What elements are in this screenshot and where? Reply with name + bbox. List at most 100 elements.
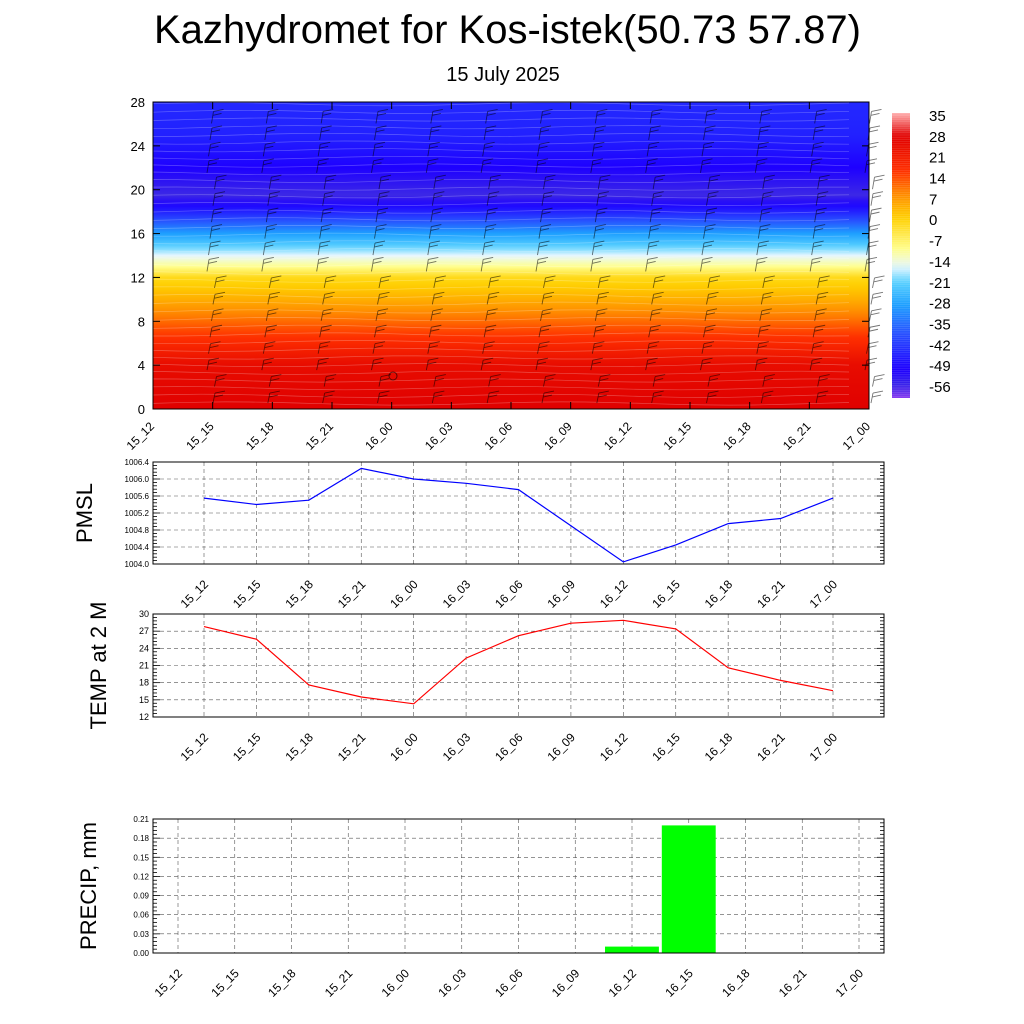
- calm-wind-marker: [388, 371, 398, 381]
- wind-barb: [323, 174, 337, 190]
- wind-barb: [867, 324, 881, 338]
- y-tick-label: 1006.0: [125, 475, 150, 484]
- wind-barb: [811, 240, 824, 256]
- wind-barb: [756, 341, 769, 354]
- wind-barb: [538, 224, 552, 239]
- y-tick-label: 0: [138, 402, 145, 417]
- wind-barb: [817, 174, 830, 190]
- x-tick-label: 15_15: [230, 730, 264, 764]
- wind-barb: [704, 308, 718, 321]
- wind-barb: [430, 109, 443, 124]
- contour-line: [152, 378, 850, 383]
- wind-barb: [425, 357, 439, 371]
- wind-barb: [214, 174, 227, 190]
- x-tick-label: 16_15: [649, 730, 683, 764]
- wind-barb: [265, 308, 279, 321]
- wind-barb: [430, 308, 443, 321]
- x-tick-label: 17_00: [833, 966, 867, 1000]
- wind-barb: [267, 291, 280, 305]
- wind-barb: [209, 224, 223, 239]
- contour-line: [152, 148, 850, 153]
- wind-barb: [760, 191, 774, 206]
- wind-barb: [265, 109, 279, 124]
- contour-line: [152, 140, 850, 145]
- wind-barb: [208, 341, 221, 354]
- wind-barb: [867, 125, 881, 140]
- wind-barb: [320, 308, 334, 321]
- colorbar-label: -7: [929, 233, 942, 250]
- wind-barb: [261, 357, 274, 371]
- x-tick-label: 16_03: [440, 577, 474, 611]
- x-tick-label: 16_03: [422, 419, 456, 453]
- wind-barb: [212, 390, 226, 404]
- wind-barb: [372, 240, 386, 256]
- y-tick-label: 1006.4: [125, 458, 150, 467]
- wind-barb: [645, 357, 658, 371]
- x-tick-label: 16_09: [545, 577, 579, 611]
- wind-barb: [704, 109, 718, 124]
- x-tick-label: 15_12: [178, 730, 212, 764]
- contour-line: [152, 401, 850, 406]
- wind-barb: [268, 275, 282, 288]
- wind-barb: [867, 224, 881, 239]
- contour-line: [152, 132, 850, 137]
- wind-barb: [754, 357, 768, 371]
- wind-barb: [212, 191, 226, 206]
- y-tick-label: 30: [139, 609, 149, 619]
- x-tick-label: 16_21: [776, 966, 810, 1000]
- wind-barb: [754, 257, 768, 272]
- colorbar-label: -21: [929, 275, 951, 292]
- y-tick-label: 0.03: [133, 930, 149, 939]
- chart-subtitle: 15 July 2025: [446, 64, 560, 86]
- wind-barb: [212, 291, 226, 305]
- contour-line: [152, 209, 850, 214]
- wind-barb: [264, 125, 277, 140]
- wind-barb: [428, 324, 442, 338]
- colorbar-label: -56: [929, 379, 951, 396]
- heatmap-field: [153, 102, 869, 409]
- wind-barb: [267, 191, 280, 206]
- wind-barb: [645, 257, 658, 272]
- wind-barb: [375, 207, 389, 223]
- x-tick-label: 16_00: [379, 966, 413, 1000]
- wind-barb: [817, 374, 830, 387]
- wind-barb: [809, 158, 823, 173]
- colorbar-label: 35: [929, 108, 946, 125]
- wind-barb: [596, 291, 609, 305]
- y-tick-label: 0.09: [133, 892, 149, 901]
- wind-barb: [372, 141, 386, 157]
- wind-barb: [649, 308, 663, 321]
- x-tick-label: 16_12: [601, 419, 635, 453]
- wind-barb: [425, 158, 439, 173]
- x-tick-label: 16_03: [440, 730, 474, 764]
- wind-barb: [211, 308, 224, 321]
- wind-barb: [651, 191, 664, 206]
- x-tick-label: 16_06: [492, 730, 526, 764]
- wind-barb: [700, 257, 713, 272]
- wind-barb: [590, 357, 603, 371]
- wind-barb: [480, 257, 494, 272]
- x-tick-label: 15_12: [178, 577, 212, 611]
- wind-barb: [535, 357, 549, 371]
- x-tick-label: 15_18: [282, 577, 316, 611]
- wind-barb: [261, 158, 274, 173]
- wind-barb: [757, 125, 771, 140]
- contour-line: [152, 332, 850, 337]
- colorbar-label: -14: [929, 254, 951, 271]
- wind-barb: [812, 125, 826, 140]
- series-line: [203, 467, 834, 563]
- contour-line: [152, 217, 850, 222]
- wind-barb: [433, 374, 446, 387]
- wind-barb: [322, 390, 335, 404]
- wind-barb: [649, 109, 663, 124]
- y-tick-label: 0.21: [133, 815, 149, 824]
- wind-barb: [480, 158, 494, 173]
- wind-barb: [480, 357, 494, 371]
- wind-barb: [375, 308, 389, 321]
- wind-barb: [701, 240, 715, 256]
- x-tick-label: 16_00: [387, 730, 421, 764]
- wind-barb: [869, 207, 882, 223]
- wind-barb: [535, 257, 549, 272]
- x-tick-label: 16_09: [541, 419, 575, 453]
- wind-barb: [319, 125, 332, 140]
